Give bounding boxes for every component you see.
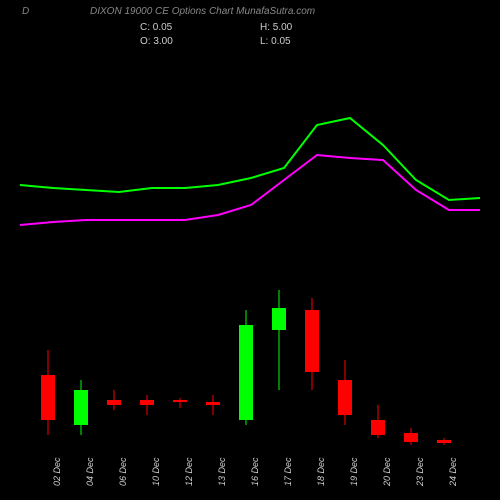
candle-body [272,308,286,330]
ohlc-low: L: 0.05 [260,36,291,47]
candle-body [107,400,121,405]
candle-body [140,400,154,405]
candle-body [239,325,253,420]
x-axis-label: 18 Dec [316,457,326,486]
x-axis-label: 13 Dec [217,457,227,486]
chart-area [20,50,480,450]
indicator-line [20,118,480,200]
x-axis-label: 20 Dec [382,457,392,486]
header-d: D [22,6,29,17]
chart-title: DIXON 19000 CE Options Chart MunafaSutra… [90,6,315,17]
x-axis-label: 10 Dec [151,457,161,486]
x-axis-label: 04 Dec [85,457,95,486]
candle-body [74,390,88,425]
candle-body [338,380,352,415]
x-axis: 02 Dec 04 Dec 06 Dec 10 Dec 12 Dec 13 Dec 16 D… [20,452,480,488]
x-axis-label: 23 Dec [415,457,425,486]
x-axis-label: 06 Dec [118,457,128,486]
x-axis-label: 16 Dec [250,457,260,486]
candle-body [437,440,451,443]
ohlc-open: O: 3.00 [140,36,173,47]
ohlc-close: C: 0.05 [140,22,172,33]
candle-body [371,420,385,435]
ohlc-high: H: 5.00 [260,22,292,33]
x-axis-label: 12 Dec [184,457,194,486]
candle-body [404,433,418,442]
x-axis-label: 02 Dec [52,457,62,486]
candle-body [173,400,187,402]
chart-svg [20,50,480,450]
candle-body [206,402,220,405]
candle-body [305,310,319,372]
x-axis-label: 19 Dec [349,457,359,486]
x-axis-label: 24 Dec [448,457,458,486]
candle-body [41,375,55,420]
x-axis-label: 17 Dec [283,457,293,486]
